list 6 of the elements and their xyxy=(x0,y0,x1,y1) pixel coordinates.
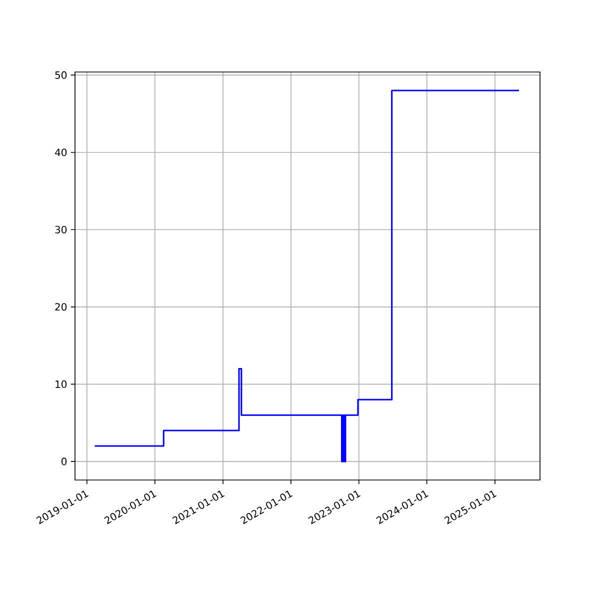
y-tick-label: 30 xyxy=(55,226,67,234)
y-tick-label: 20 xyxy=(55,303,67,311)
y-tick-label: 0 xyxy=(62,458,67,466)
y-tick-label: 10 xyxy=(56,380,67,388)
y-tick-label: 50 xyxy=(55,71,67,79)
y-tick-label: 40 xyxy=(54,148,67,156)
